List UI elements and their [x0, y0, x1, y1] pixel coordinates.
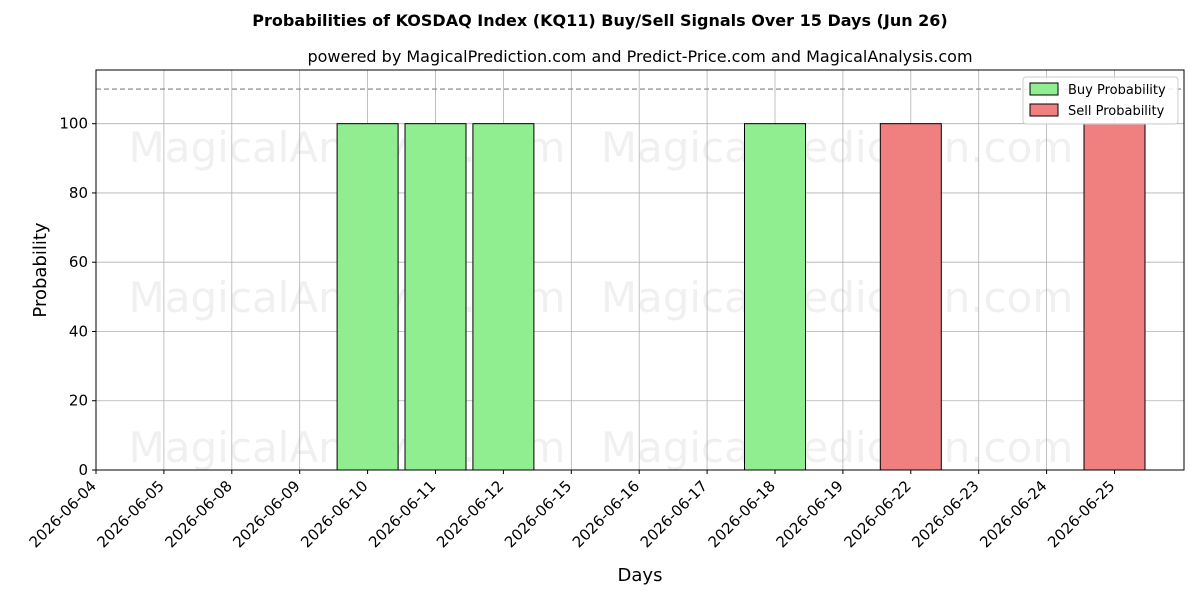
- x-tick-label: 2026-06-09: [229, 477, 303, 551]
- bar-buy: [744, 123, 806, 471]
- bar-buy: [336, 123, 399, 471]
- y-tick-label: 0: [78, 461, 88, 479]
- chart-subtitle: powered by MagicalPrediction.com and Pre…: [307, 47, 972, 66]
- legend-box: [1022, 76, 1179, 125]
- x-tick-label: 2026-06-12: [433, 477, 507, 551]
- bar-buy: [472, 123, 535, 471]
- y-axis-label: Probability: [30, 222, 51, 317]
- x-tick-label: 2026-06-18: [705, 477, 779, 551]
- x-axis-label: Days: [618, 565, 663, 586]
- x-tick-label: 2026-06-05: [94, 477, 168, 551]
- legend-swatch: [1029, 82, 1059, 96]
- x-tick-label: 2026-06-24: [976, 477, 1050, 551]
- y-tick-label: 60: [69, 253, 88, 271]
- watermark-text: MagicalPrediction.com: [601, 423, 1074, 472]
- y-tick-label: 100: [59, 115, 88, 133]
- bar-sell: [879, 123, 942, 471]
- bar-sell: [1083, 123, 1146, 471]
- x-tick-label: 2026-06-19: [773, 477, 847, 551]
- x-axis: 2026-06-042026-06-052026-06-082026-06-09…: [26, 470, 1119, 551]
- x-tick-label: 2026-06-22: [840, 477, 914, 551]
- x-tick-label: 2026-06-08: [161, 477, 235, 551]
- x-tick-label: 2026-06-16: [569, 477, 643, 551]
- plot-frame: [95, 69, 1185, 471]
- y-axis: 0 20 40 60 80 100: [59, 115, 96, 479]
- x-tick-label: 2026-06-10: [297, 477, 371, 551]
- x-tick-label: 2026-06-11: [365, 477, 439, 551]
- watermark-text: MagicalPrediction.com: [601, 273, 1074, 322]
- y-tick-label: 20: [69, 392, 88, 410]
- x-tick-label: 2026-06-15: [501, 477, 575, 551]
- legend-swatch: [1029, 103, 1059, 117]
- legend: Buy Probability Sell Probability: [1022, 76, 1179, 125]
- y-tick-label: 40: [69, 322, 88, 340]
- y-tick-label: 80: [69, 184, 88, 202]
- x-tick-label: 2026-06-17: [637, 477, 711, 551]
- bar-buy: [404, 123, 467, 471]
- x-tick-label: 2026-06-25: [1044, 477, 1118, 551]
- bars: [336, 123, 1146, 471]
- chart-title: Probabilities of KOSDAQ Index (KQ11) Buy…: [252, 11, 948, 30]
- watermark-text: MagicalPrediction.com: [601, 123, 1074, 172]
- legend-label: Sell Probability: [1068, 104, 1165, 119]
- legend-label: Buy Probability: [1068, 83, 1166, 98]
- x-tick-label: 2026-06-23: [908, 477, 982, 551]
- x-tick-label: 2026-06-04: [26, 477, 100, 551]
